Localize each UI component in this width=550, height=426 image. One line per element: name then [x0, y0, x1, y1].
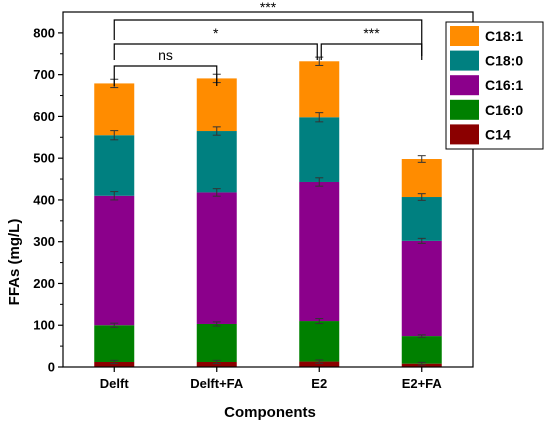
bar-c16-0-e2-fa [401, 336, 442, 364]
x-axis-title: Components [224, 404, 316, 421]
bar-c14-delft-fa [196, 361, 237, 367]
x-tick-label: Delft+FA [190, 376, 244, 391]
significance-label: *** [260, 0, 277, 15]
legend-label: C18:0 [485, 53, 523, 69]
significance-line [320, 43, 423, 60]
legend-label: C16:1 [485, 77, 523, 93]
error-bars-layer [110, 56, 426, 366]
significance-label: *** [363, 25, 380, 41]
x-tick-label: E2 [311, 376, 327, 391]
bar-c16-0-delft-fa [196, 323, 237, 362]
legend-label: C14 [485, 126, 511, 142]
legend-label: C18:1 [485, 28, 523, 44]
bar-c18-0-delft [94, 135, 135, 196]
bar-c18-0-e2-fa [401, 197, 442, 241]
bar-c14-e2 [299, 361, 340, 367]
x-tick-label: Delft [100, 376, 130, 391]
y-tick-label: 100 [33, 318, 55, 333]
y-tick-label: 500 [33, 151, 55, 166]
bar-c18-1-delft-fa [196, 78, 237, 132]
significance-layer: ****ns*** [113, 0, 423, 86]
legend-swatch [450, 124, 479, 145]
axes-layer: 0 100 200 300 400 500 600 700 800 Delft Delft+FA E2… [33, 11, 474, 391]
significance-label: * [213, 25, 219, 41]
bar-c16-1-e2 [299, 181, 340, 322]
bar-c16-0-e2 [299, 321, 340, 362]
legend-label: C16:0 [485, 102, 523, 118]
legend-swatch [450, 75, 479, 96]
bar-c18-0-e2 [299, 117, 340, 182]
plot-frame [62, 11, 474, 368]
bars-layer [94, 61, 442, 367]
y-tick-label: 800 [33, 25, 55, 40]
bar-c18-1-delft [94, 83, 135, 136]
significance-label: ns [158, 47, 173, 63]
y-tick-label: 300 [33, 234, 55, 249]
y-axis-title: FFAs (mg/L) [6, 219, 23, 306]
y-tick-label: 200 [33, 276, 55, 291]
legend-swatch [450, 99, 479, 120]
legend-swatch [450, 50, 479, 71]
x-tick-label: E2+FA [402, 376, 443, 391]
legend: C18:1 C18:0 C16:1 C16:0 C14 [445, 21, 544, 150]
significance-line [113, 43, 318, 60]
legend-swatch [450, 26, 479, 46]
y-tick-label: 0 [48, 360, 55, 375]
bar-c14-delft [94, 361, 135, 367]
bar-c16-0-delft [94, 325, 135, 362]
bar-c18-1-e2 [299, 61, 340, 118]
significance-bracket: ns [113, 47, 218, 86]
bar-c16-1-delft [94, 195, 135, 326]
significance-bracket: * [113, 25, 318, 60]
significance-line [113, 65, 218, 86]
y-tick-label: 400 [33, 192, 55, 207]
bar-c16-1-delft-fa [196, 192, 237, 324]
bar-c16-1-e2-fa [401, 240, 442, 337]
y-tick-label: 700 [33, 67, 55, 82]
bar-c18-0-delft-fa [196, 131, 237, 193]
significance-bracket: *** [320, 25, 423, 60]
significance-bracket: *** [113, 0, 423, 56]
y-tick-label: 600 [33, 109, 55, 124]
significance-line [113, 19, 423, 56]
bar-c18-1-e2-fa [401, 159, 442, 198]
